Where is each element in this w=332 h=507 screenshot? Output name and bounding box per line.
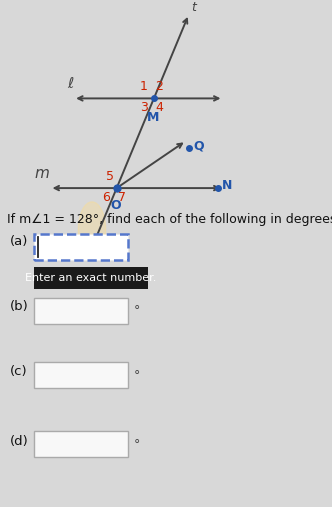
FancyBboxPatch shape xyxy=(34,363,128,388)
Text: Enter an exact number.: Enter an exact number. xyxy=(25,273,156,283)
Text: (d): (d) xyxy=(10,434,29,448)
Text: °: ° xyxy=(133,304,140,317)
Text: (a): (a) xyxy=(10,235,28,248)
Text: °: ° xyxy=(133,369,140,382)
Text: m: m xyxy=(35,166,50,180)
Circle shape xyxy=(78,202,106,257)
Text: m∠5: m∠5 xyxy=(36,365,69,378)
Text: $\ell$: $\ell$ xyxy=(67,76,74,91)
FancyBboxPatch shape xyxy=(34,234,128,261)
Text: 6: 6 xyxy=(102,191,110,204)
FancyBboxPatch shape xyxy=(34,267,148,289)
Text: 4: 4 xyxy=(155,101,163,114)
Text: 7: 7 xyxy=(118,191,126,204)
Text: 1: 1 xyxy=(140,81,148,93)
Text: (b): (b) xyxy=(10,300,29,313)
Text: m∠2: m∠2 xyxy=(36,235,69,248)
Text: N: N xyxy=(222,179,232,192)
Text: Q: Q xyxy=(193,139,204,152)
Text: O: O xyxy=(110,199,121,212)
FancyBboxPatch shape xyxy=(34,298,128,323)
Text: m∠MOQ: m∠MOQ xyxy=(36,434,93,448)
Text: 3: 3 xyxy=(140,101,148,114)
Text: m∠4: m∠4 xyxy=(36,300,69,313)
FancyBboxPatch shape xyxy=(34,431,128,457)
Text: 2: 2 xyxy=(155,81,163,93)
Text: °: ° xyxy=(133,438,140,451)
Text: If m∠1 = 128°, find each of the following in degrees.: If m∠1 = 128°, find each of the followin… xyxy=(7,213,332,226)
Text: M: M xyxy=(146,111,159,124)
Text: 5: 5 xyxy=(106,170,114,183)
Text: (c): (c) xyxy=(10,365,28,378)
Text: t: t xyxy=(191,1,196,14)
